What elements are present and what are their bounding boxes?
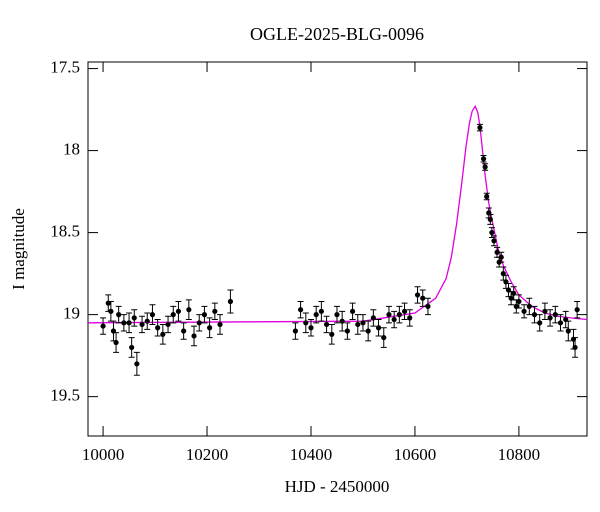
data-point (557, 320, 564, 326)
x-tick-label: 10000 (82, 445, 125, 464)
data-point (375, 325, 382, 331)
data-point (303, 320, 309, 326)
data-point (155, 325, 161, 331)
data-point (165, 321, 171, 328)
data-point (365, 328, 371, 334)
data-point (498, 254, 504, 260)
plot-frame (87, 61, 588, 437)
chart-title: OGLE-2025-BLG-0096 (250, 24, 424, 44)
data-point (516, 298, 522, 305)
data-point (126, 320, 132, 326)
data-point (323, 321, 330, 328)
data-point (482, 164, 488, 170)
data-point (329, 331, 335, 337)
data-point (334, 312, 340, 318)
data-point (175, 308, 182, 314)
data-point (149, 312, 156, 318)
data-point (131, 315, 137, 321)
data-point (116, 312, 122, 318)
data-point (134, 361, 140, 367)
x-tick-label: 10600 (394, 445, 437, 464)
y-tick-label: 18 (63, 139, 80, 158)
data-point (386, 312, 392, 318)
data-point (297, 307, 304, 313)
data-point (396, 312, 402, 318)
y-tick-label: 19 (63, 304, 80, 323)
x-tick-label: 10800 (498, 445, 541, 464)
data-point (186, 307, 192, 313)
data-point (344, 328, 350, 334)
data-point (521, 308, 527, 314)
data-point (129, 344, 135, 351)
data-point (491, 238, 497, 244)
data-point (542, 308, 548, 314)
data-point (191, 333, 197, 339)
data-point (494, 249, 500, 255)
data-point (487, 216, 493, 223)
data-point (121, 320, 127, 326)
data-point (339, 318, 345, 324)
data-point (537, 320, 543, 326)
data-point (181, 328, 187, 334)
x-tick-label: 10200 (186, 445, 229, 464)
data-point (420, 295, 426, 301)
data-point (414, 292, 421, 298)
data-point (511, 290, 517, 296)
data-point (313, 312, 319, 318)
data-point (574, 307, 580, 313)
data-point (531, 312, 538, 318)
data-point (401, 308, 408, 314)
data-point (526, 303, 532, 310)
data-point (349, 308, 356, 314)
x-tick-label: 10400 (290, 445, 333, 464)
data-point (227, 298, 234, 305)
data-point (565, 328, 571, 334)
data-point (480, 156, 487, 162)
y-tick-label: 17.5 (50, 57, 80, 76)
data-point (477, 125, 483, 131)
data-point (381, 334, 387, 341)
data-point (217, 321, 223, 328)
y-tick-label: 18.5 (50, 222, 80, 241)
data-point (113, 339, 119, 346)
data-point (484, 193, 490, 200)
y-axis-label: I magnitude (9, 208, 28, 290)
data-point (552, 312, 558, 318)
data-point (144, 318, 150, 324)
data-point (160, 331, 166, 337)
data-point (391, 316, 397, 323)
data-point (139, 321, 145, 328)
y-tick-label: 19.5 (50, 386, 80, 405)
data-point (292, 328, 298, 334)
data-point (360, 320, 366, 326)
data-point (170, 312, 176, 318)
data-point (308, 325, 314, 331)
data-point (489, 229, 495, 236)
data-point (196, 320, 202, 326)
data-point (108, 308, 114, 314)
data-point (547, 315, 553, 321)
data-point (318, 308, 324, 314)
data-point (201, 312, 208, 318)
data-point (572, 344, 578, 351)
x-axis-label: HJD - 2450000 (285, 477, 390, 496)
model-curve (87, 104, 588, 324)
data-point (100, 323, 106, 329)
data-point (407, 315, 413, 321)
data-point (370, 315, 376, 321)
data-point (425, 303, 431, 310)
data-point (355, 321, 361, 328)
data-point (207, 325, 213, 331)
data-point (212, 308, 218, 314)
